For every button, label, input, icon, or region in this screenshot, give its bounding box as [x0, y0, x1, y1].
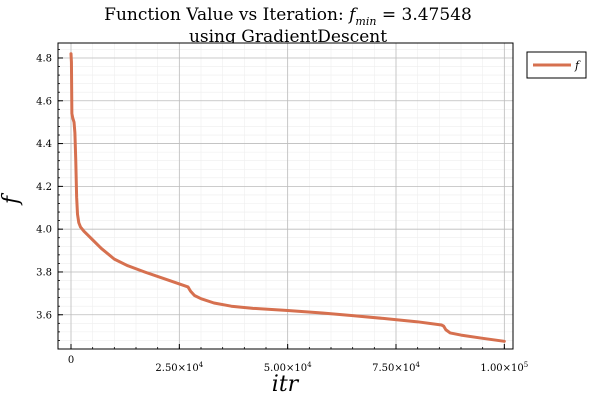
series-layer: [69, 52, 506, 343]
plot-frame: [57, 42, 514, 350]
x-tick-label: 1.00×105: [480, 361, 528, 374]
y-tick-label: 4.4: [36, 139, 52, 150]
major-grid: [58, 43, 513, 349]
axis-ticks: [58, 49, 505, 350]
plot-area: [58, 43, 513, 349]
title-subscript: min: [355, 15, 376, 28]
x-axis-label: itr: [272, 372, 300, 397]
y-axis-label: f: [0, 192, 24, 206]
y-tick-label: 3.8: [36, 267, 52, 278]
x-tick-label: 5.00×104: [264, 361, 312, 374]
x-tick-label: 2.50×104: [155, 361, 203, 374]
y-tick-label: 4.2: [36, 182, 52, 193]
x-tick-label: 7.50×104: [372, 361, 420, 374]
y-tick-label: 4.6: [36, 96, 52, 107]
chart-title: Function Value vs Iteration: fmin = 3.47…: [104, 5, 472, 28]
y-tick-label: 4.8: [36, 53, 52, 64]
title-line1: Function Value vs Iteration:: [104, 5, 349, 25]
y-tick-labels: 3.6 3.8 4.0 4.2 4.4 4.6 4.8: [36, 53, 52, 321]
series-line-f: [69, 52, 506, 343]
legend-label: f: [574, 59, 581, 72]
legend: f: [526, 51, 587, 79]
x-tick-label: 0: [68, 355, 74, 366]
y-tick-label: 4.0: [36, 225, 52, 236]
x-tick-labels: 0 2.50×104 5.00×104 7.50×104 1.00×105: [68, 355, 528, 374]
chart-subtitle: using GradientDescent: [189, 27, 387, 47]
title-symbol: f: [347, 5, 358, 25]
title-value: = 3.47548: [376, 5, 471, 25]
y-tick-label: 3.6: [36, 310, 52, 321]
